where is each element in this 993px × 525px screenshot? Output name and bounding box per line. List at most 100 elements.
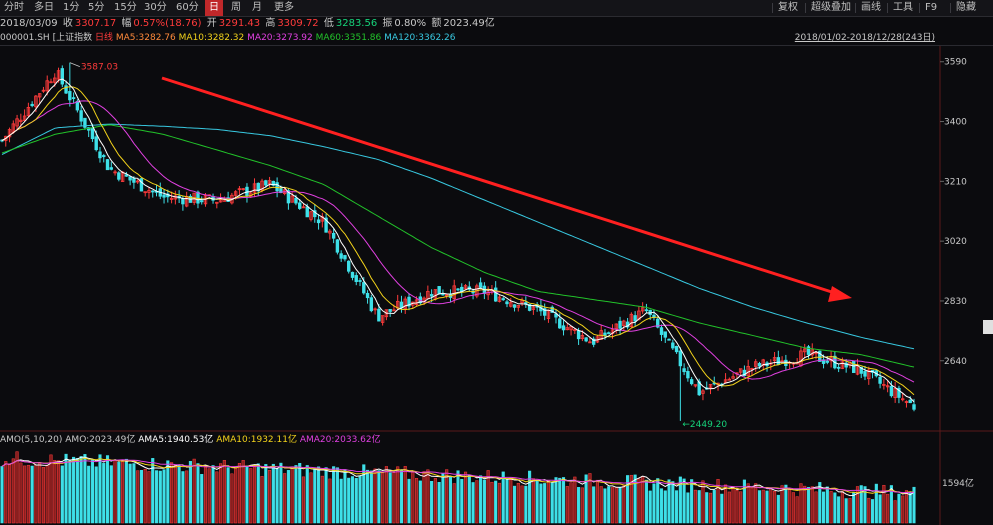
period-tab-8[interactable]: 周 bbox=[231, 2, 241, 13]
date-range-selector[interactable]: 2018/01/02-2018/12/28(243日) bbox=[794, 33, 935, 43]
candle-body bbox=[882, 384, 886, 386]
candle-body bbox=[475, 285, 479, 297]
toolbar-tool-3[interactable]: 工具 bbox=[893, 2, 913, 13]
candle-body bbox=[411, 301, 415, 306]
period-tab-3[interactable]: 5分 bbox=[88, 2, 105, 13]
volume-bar bbox=[724, 484, 728, 524]
volume-bar bbox=[490, 481, 494, 524]
high-label: 高 bbox=[265, 18, 276, 29]
toolbar-divider bbox=[805, 3, 806, 13]
candle-body bbox=[422, 297, 426, 301]
candle-body bbox=[818, 350, 822, 362]
volume-bar bbox=[610, 487, 615, 524]
candle-body bbox=[45, 80, 49, 92]
amo-title: AMO(5,10,20) bbox=[0, 435, 63, 445]
candle-body bbox=[22, 115, 27, 121]
candle-body bbox=[203, 195, 208, 205]
volume-bar bbox=[124, 458, 128, 524]
candle-body bbox=[512, 304, 517, 308]
candle-body bbox=[701, 390, 705, 394]
period-tab-4[interactable]: 15分 bbox=[114, 2, 137, 13]
candle-body bbox=[256, 182, 260, 192]
volume-bar bbox=[644, 479, 648, 524]
candle-body bbox=[810, 349, 814, 356]
volume-bar bbox=[154, 470, 159, 524]
candle-body bbox=[320, 216, 325, 222]
volume-bar bbox=[806, 486, 811, 524]
period-tab-1[interactable]: 多日 bbox=[34, 2, 54, 13]
period-tab-6[interactable]: 60分 bbox=[176, 2, 199, 13]
ama10-legend: AMA10:1932.11亿 bbox=[216, 435, 297, 445]
volume-bar bbox=[0, 466, 4, 524]
candle-body bbox=[565, 327, 569, 331]
candle-body bbox=[614, 323, 618, 329]
toolbar-tool-0[interactable]: 复权 bbox=[778, 2, 798, 13]
toolbar-tool-5[interactable]: 隐藏 bbox=[956, 2, 976, 13]
candle-body bbox=[689, 379, 694, 385]
candle-body bbox=[207, 194, 211, 197]
volume-bar bbox=[870, 499, 875, 524]
candle-body bbox=[855, 364, 860, 375]
volume-bar bbox=[516, 482, 520, 524]
ama20-line bbox=[1, 459, 915, 494]
period-tab-10[interactable]: 更多 bbox=[274, 2, 294, 13]
volume-bar bbox=[7, 464, 12, 524]
period-tab-0[interactable]: 分时 bbox=[4, 2, 24, 13]
candle-body bbox=[595, 336, 600, 343]
volume-bar bbox=[482, 479, 486, 524]
candle-body bbox=[833, 355, 837, 369]
candle-body bbox=[444, 294, 449, 297]
candle-body bbox=[659, 327, 664, 335]
candle-body bbox=[501, 298, 505, 301]
ama5-line bbox=[1, 456, 915, 497]
ma120-line bbox=[1, 123, 915, 350]
candle-body bbox=[463, 285, 468, 290]
volume-bar bbox=[173, 465, 177, 524]
volume-bar bbox=[403, 466, 407, 524]
volume-bar bbox=[565, 486, 569, 524]
period-tab-2[interactable]: 1分 bbox=[63, 2, 80, 13]
candle-body bbox=[780, 360, 784, 363]
candle-body bbox=[708, 383, 713, 389]
candle-body bbox=[328, 230, 332, 234]
volume-bar bbox=[350, 476, 355, 524]
candle-body bbox=[249, 192, 253, 198]
volume-bar bbox=[648, 490, 652, 524]
candle-body bbox=[735, 372, 739, 375]
candle-body bbox=[493, 287, 498, 302]
volume-bar bbox=[226, 467, 230, 524]
toolbar-divider bbox=[855, 3, 856, 13]
volume-bar bbox=[252, 464, 257, 524]
candle-body bbox=[79, 110, 83, 122]
candle-body bbox=[380, 315, 385, 323]
volume-bar bbox=[550, 482, 554, 524]
candle-body bbox=[705, 387, 709, 390]
volume-bar bbox=[279, 462, 283, 524]
volume-bar bbox=[98, 454, 102, 524]
volume-bar bbox=[659, 488, 664, 524]
volume-bar bbox=[132, 463, 136, 524]
volume-bar bbox=[219, 463, 223, 524]
volume-bar bbox=[260, 476, 264, 524]
volume-bar bbox=[678, 476, 682, 524]
volume-bar bbox=[15, 451, 19, 524]
toolbar-tool-2[interactable]: 画线 bbox=[861, 2, 881, 13]
candle-body bbox=[335, 239, 340, 253]
volume-bar bbox=[908, 492, 912, 524]
period-tab-9[interactable]: 月 bbox=[252, 2, 262, 13]
candle-body bbox=[7, 129, 12, 138]
volume-bar bbox=[4, 461, 8, 524]
candle-body bbox=[580, 335, 585, 340]
volume-bar bbox=[79, 456, 83, 524]
period-tab-7[interactable]: 日 bbox=[205, 0, 223, 16]
candle-body bbox=[527, 303, 532, 311]
amplitude-label: 振 bbox=[382, 18, 393, 29]
period-tab-5[interactable]: 30分 bbox=[144, 2, 167, 13]
volume-bar bbox=[143, 468, 147, 524]
toolbar-tool-1[interactable]: 超级叠加 bbox=[811, 2, 851, 13]
candle-body bbox=[56, 70, 61, 80]
toolbar-tool-4[interactable]: F9 bbox=[925, 2, 938, 13]
candle-body bbox=[900, 398, 905, 401]
candle-body bbox=[105, 159, 110, 171]
candle-body bbox=[490, 289, 494, 292]
